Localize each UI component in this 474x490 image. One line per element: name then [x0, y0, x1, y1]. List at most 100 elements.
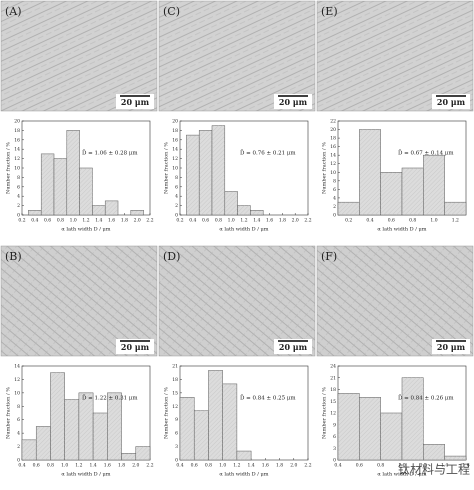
- x-tick-label: 0.6: [202, 218, 209, 224]
- y-tick-label: 10: [14, 390, 20, 396]
- y-tick-label: 8: [17, 404, 20, 410]
- bar-hatch: [222, 383, 237, 460]
- y-tick-label: 18: [330, 136, 336, 142]
- bar-hatch: [402, 168, 424, 215]
- x-tick-label: 1.2: [452, 218, 459, 224]
- annotation: D̄ = 1.06 ± 0.28 μm: [82, 149, 138, 156]
- annotation: D̄ = 0.76 ± 0.21 μm: [240, 149, 296, 156]
- y-axis-label: Number fraction / %: [164, 142, 170, 194]
- bar-hatch: [194, 410, 209, 460]
- y-tick-label: 18: [330, 387, 336, 393]
- bar-hatch: [338, 393, 360, 460]
- x-tick-label: 1.8: [118, 463, 125, 469]
- x-tick-label: 1.2: [75, 463, 82, 469]
- x-tick-label: 2.0: [134, 218, 141, 224]
- x-axis-label: α lath width D / μm: [219, 227, 268, 233]
- bar-hatch: [64, 399, 79, 460]
- x-tick-label: 1.6: [462, 463, 469, 469]
- y-tick-label: 20: [14, 119, 20, 125]
- y-tick-label: 12: [172, 156, 178, 162]
- x-tick-label: 0.8: [215, 218, 222, 224]
- bar-hatch: [93, 413, 108, 460]
- x-tick-label: 1.2: [233, 463, 240, 469]
- y-tick-label: 21: [330, 375, 336, 381]
- x-tick-label: 1.8: [276, 463, 283, 469]
- scale-bar-box: [116, 94, 154, 109]
- x-tick-label: 1.6: [108, 218, 115, 224]
- x-tick-label: 0.6: [33, 463, 40, 469]
- y-tick-label: 6: [175, 184, 178, 190]
- panel-label: (F): [321, 250, 337, 263]
- bar-hatch: [41, 153, 54, 215]
- y-tick-label: 16: [330, 144, 336, 150]
- y-tick-label: 18: [14, 128, 20, 134]
- panel-label: (D): [163, 250, 180, 263]
- micrograph: [316, 245, 474, 357]
- y-tick-label: 8: [17, 175, 20, 181]
- x-tick-label: 0.6: [44, 218, 51, 224]
- bar-hatch: [423, 155, 445, 215]
- y-tick-label: 4: [175, 194, 178, 200]
- x-tick-label: 0.4: [31, 218, 38, 224]
- x-tick-label: 2.0: [132, 463, 139, 469]
- y-tick-label: 6: [333, 187, 336, 193]
- y-tick-label: 18: [172, 128, 178, 134]
- bar-hatch: [380, 172, 402, 215]
- scale-bar-box: [274, 94, 312, 109]
- y-tick-label: 20: [330, 127, 336, 133]
- bar-hatch: [338, 202, 360, 215]
- bar-hatch: [444, 456, 466, 460]
- y-tick-label: 6: [175, 431, 178, 437]
- bar-hatch: [359, 397, 381, 460]
- y-tick-label: 0: [333, 213, 336, 219]
- scale-bar-box: [432, 94, 470, 109]
- y-axis-label: Number fraction / %: [322, 142, 328, 194]
- x-tick-label: 0.8: [47, 463, 54, 469]
- y-tick-label: 12: [330, 161, 336, 167]
- y-tick-label: 14: [14, 147, 20, 153]
- x-tick-label: 1.6: [266, 218, 273, 224]
- y-tick-label: 4: [17, 194, 20, 200]
- y-tick-label: 10: [330, 170, 336, 176]
- y-tick-label: 0: [333, 458, 336, 464]
- x-tick-label: 2.2: [304, 218, 311, 224]
- y-tick-label: 22: [330, 119, 336, 125]
- x-tick-label: 1.0: [61, 463, 68, 469]
- bar-hatch: [79, 168, 93, 215]
- bar-hatch: [199, 130, 212, 215]
- x-tick-label: 0.2: [176, 218, 183, 224]
- x-tick-label: 2.2: [146, 218, 153, 224]
- y-tick-label: 24: [330, 364, 336, 370]
- x-tick-label: 0.8: [409, 218, 416, 224]
- y-tick-label: 3: [175, 444, 178, 450]
- bar-hatch: [380, 413, 402, 460]
- x-tick-label: 1.4: [95, 218, 102, 224]
- y-tick-label: 18: [172, 377, 178, 383]
- x-axis-label: α lath width D / μm: [219, 472, 268, 478]
- bar-hatch: [121, 453, 136, 460]
- micrograph: [0, 0, 158, 112]
- x-axis-label: α lath width D / μm: [377, 227, 426, 233]
- bar-hatch: [22, 439, 37, 460]
- x-tick-label: 1.4: [253, 218, 260, 224]
- x-tick-label: 0.8: [377, 463, 384, 469]
- y-tick-label: 9: [333, 422, 336, 428]
- y-tick-label: 8: [333, 178, 336, 184]
- x-tick-label: 0.2: [345, 218, 352, 224]
- x-tick-label: 1.4: [248, 463, 255, 469]
- y-tick-label: 2: [17, 203, 20, 209]
- x-tick-label: 0.4: [334, 463, 341, 469]
- scale-bar-box: [116, 339, 154, 354]
- bar-hatch: [36, 426, 51, 460]
- y-tick-label: 12: [330, 411, 336, 417]
- x-tick-label: 1.0: [228, 218, 235, 224]
- y-tick-label: 16: [14, 137, 20, 143]
- y-tick-label: 20: [172, 119, 178, 125]
- x-tick-label: 1.2: [420, 463, 427, 469]
- y-axis-label: Number fraction / %: [6, 142, 12, 194]
- scale-bar-label: 20 μm: [121, 342, 150, 352]
- x-tick-label: 0.4: [366, 218, 373, 224]
- y-tick-label: 9: [175, 417, 178, 423]
- y-tick-label: 2: [17, 444, 20, 450]
- y-tick-label: 3: [333, 446, 336, 452]
